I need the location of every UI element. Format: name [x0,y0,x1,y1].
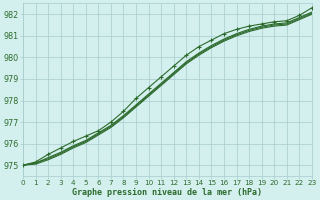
X-axis label: Graphe pression niveau de la mer (hPa): Graphe pression niveau de la mer (hPa) [72,188,262,197]
